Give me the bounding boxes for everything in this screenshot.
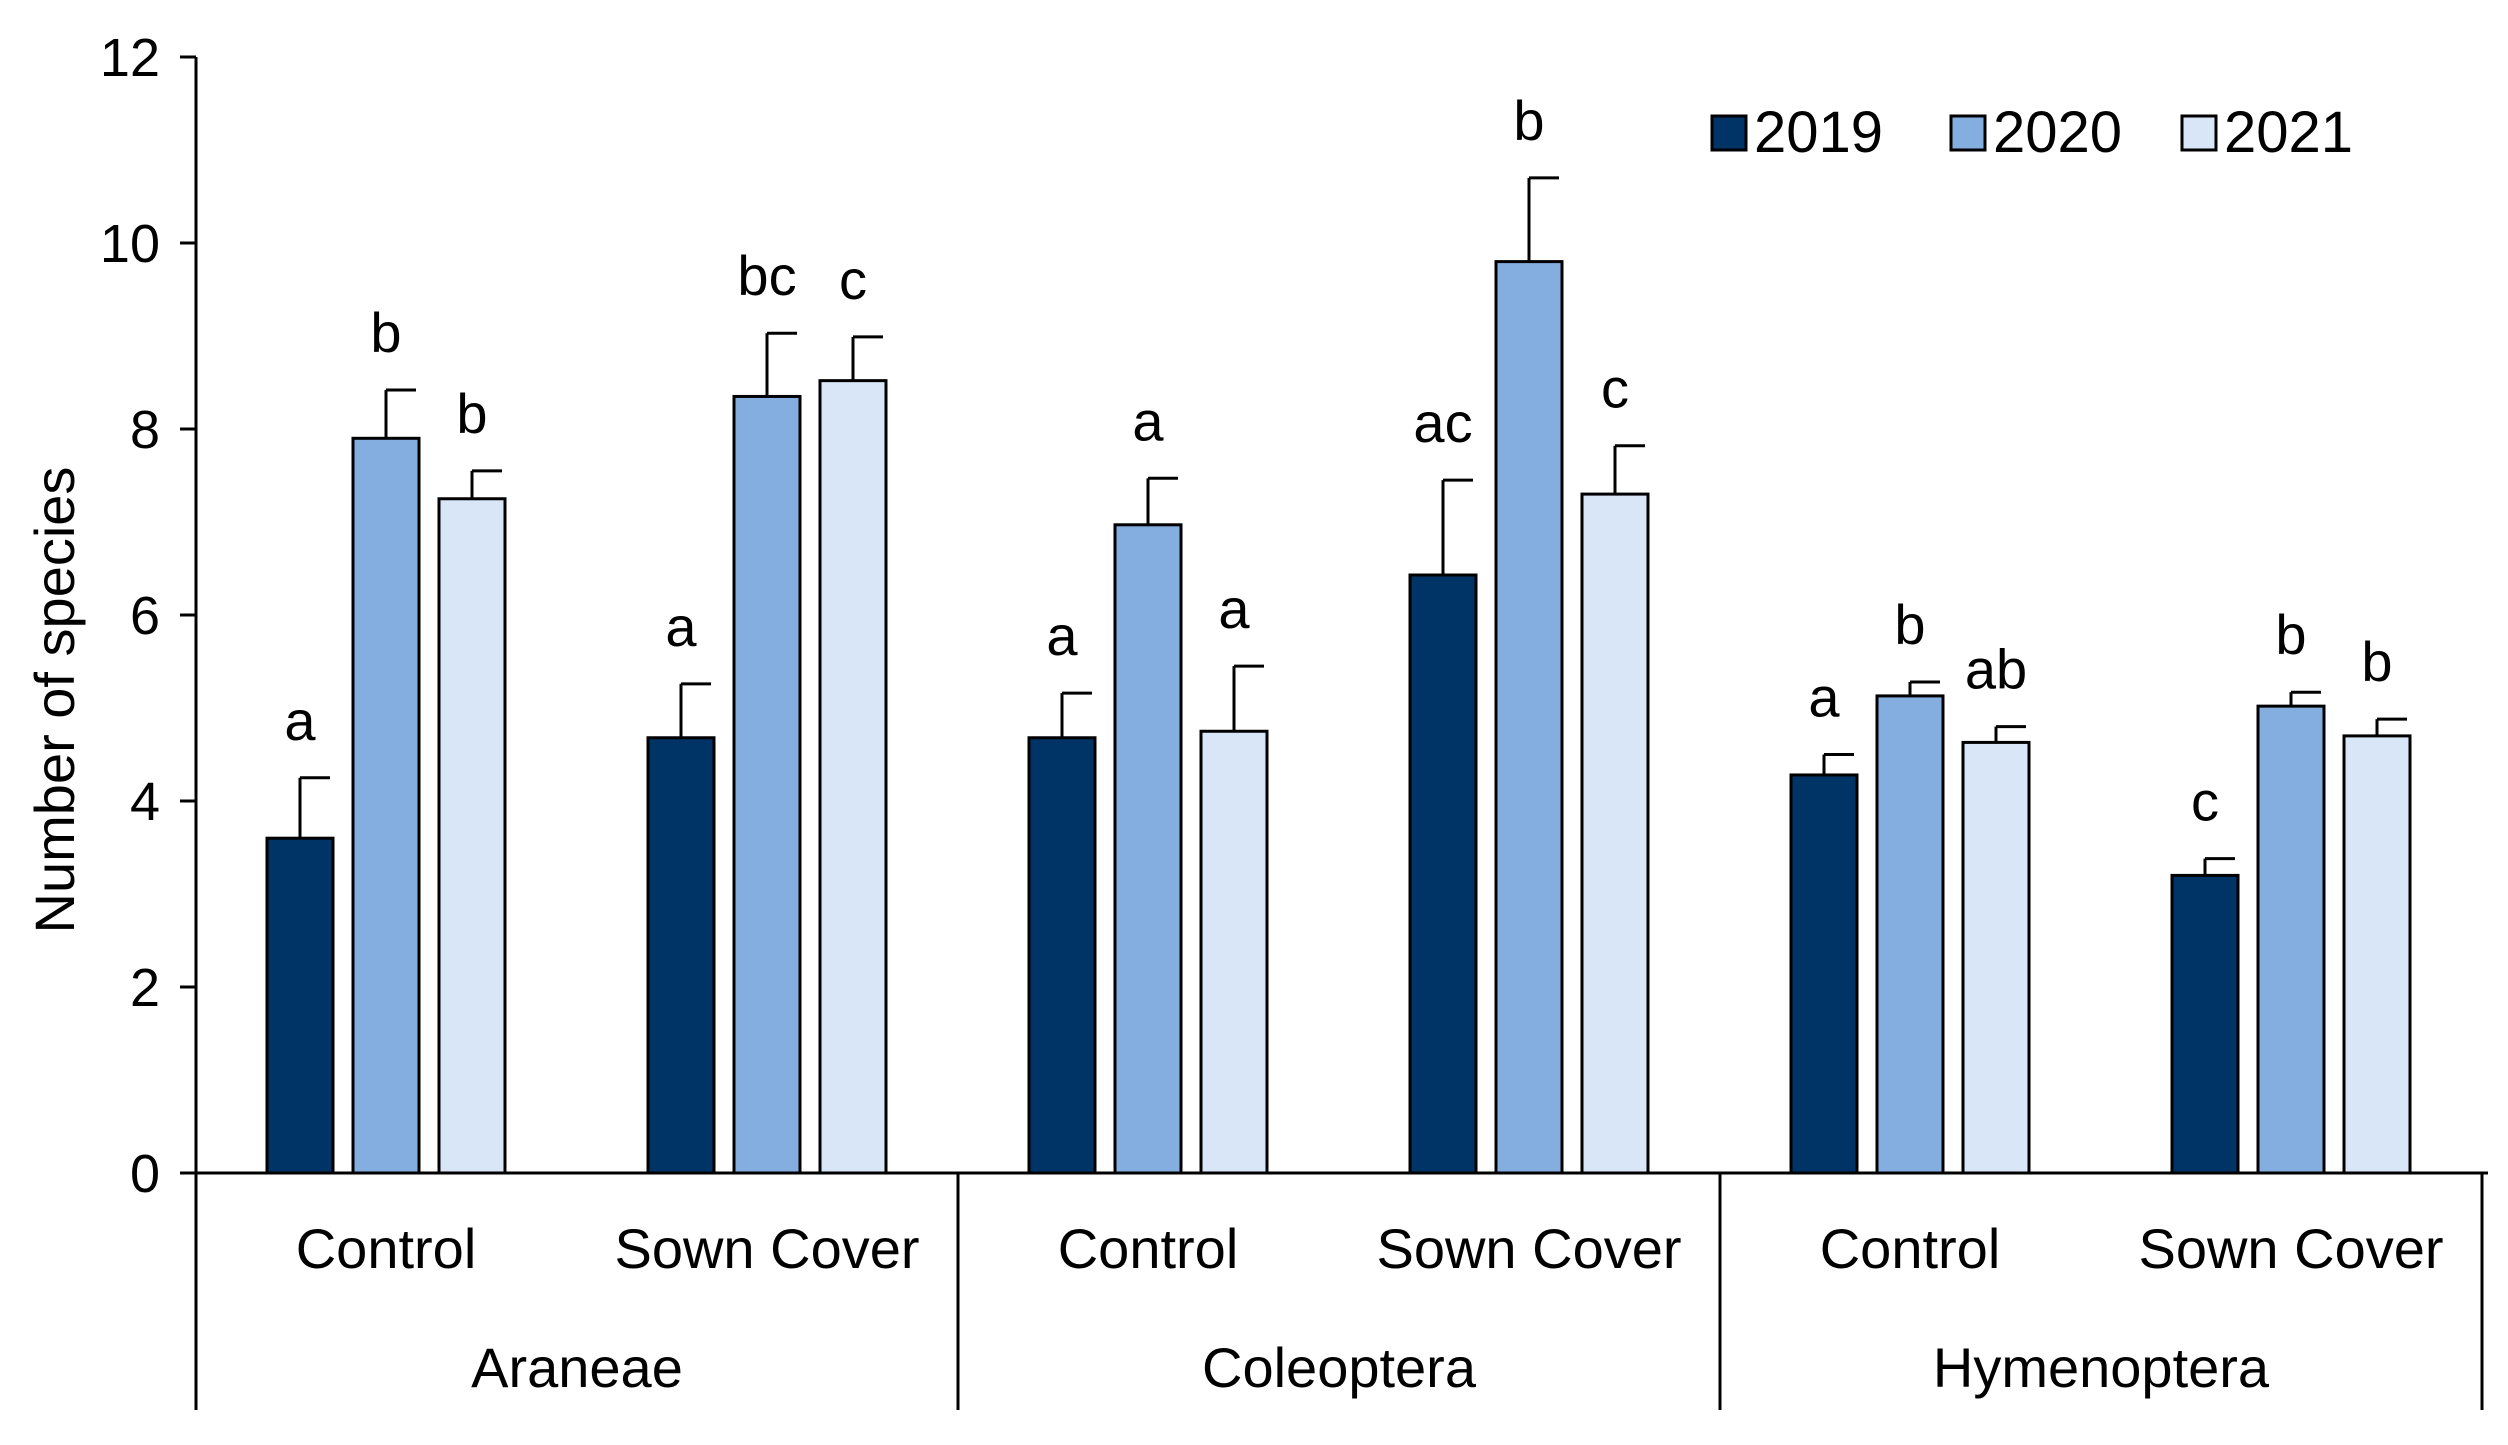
group-label: Araneae — [471, 1336, 683, 1399]
y-axis-label: Number of species — [23, 467, 86, 934]
significance-letter: b — [456, 382, 487, 445]
legend-swatch — [1949, 114, 1987, 152]
bar — [2170, 873, 2240, 1175]
significance-letter: b — [1513, 89, 1544, 152]
bar — [1027, 736, 1097, 1175]
legend-swatch — [1710, 114, 1748, 152]
bar — [818, 379, 888, 1175]
significance-letter: ac — [1413, 391, 1472, 454]
y-tick-label: 10 — [100, 214, 160, 274]
bar — [1408, 573, 1478, 1175]
bar — [1494, 260, 1564, 1175]
bar — [2342, 734, 2412, 1175]
significance-letter: a — [1046, 604, 1078, 667]
treatment-label: Control — [1820, 1217, 2001, 1280]
group-label: Coleoptera — [1202, 1336, 1477, 1399]
treatment-label: Sown Cover — [614, 1217, 919, 1280]
treatment-label: Control — [1058, 1217, 1239, 1280]
bar — [1199, 729, 1269, 1175]
y-tick-label: 4 — [130, 772, 160, 832]
treatment-label: Sown Cover — [2138, 1217, 2443, 1280]
significance-letter: c — [2191, 770, 2219, 833]
legend-label: 2020 — [1993, 100, 2122, 165]
treatment-label: Sown Cover — [1376, 1217, 1681, 1280]
y-tick-label: 12 — [100, 28, 160, 88]
bar — [1580, 492, 1650, 1175]
bar — [1875, 694, 1945, 1175]
y-tick-label: 8 — [130, 400, 160, 460]
treatment-label: Control — [296, 1217, 477, 1280]
group-label: Hymenoptera — [1933, 1336, 2270, 1399]
legend: 2019 2020 2021 — [1710, 100, 2353, 165]
significance-letter: ab — [1965, 638, 2027, 701]
bar — [732, 394, 802, 1175]
significance-letter: b — [2361, 630, 2392, 693]
bar — [1113, 523, 1183, 1175]
significance-letter: b — [1894, 593, 1925, 656]
significance-letter: a — [1808, 666, 1840, 729]
bar — [265, 836, 335, 1175]
significance-letter: a — [1218, 577, 1250, 640]
y-tick-label: 0 — [130, 1144, 160, 1204]
significance-letter: c — [1601, 357, 1629, 420]
legend-label: 2021 — [2224, 100, 2353, 165]
legend-swatch — [2180, 114, 2218, 152]
y-tick-label: 6 — [130, 586, 160, 646]
significance-letter: a — [665, 595, 697, 658]
significance-letter: c — [839, 248, 867, 311]
legend-label: 2019 — [1754, 100, 1883, 165]
bar — [1789, 773, 1859, 1175]
significance-letter: bc — [737, 244, 796, 307]
significance-letter: b — [370, 301, 401, 364]
bar — [351, 436, 421, 1175]
bar — [437, 497, 507, 1175]
bar — [646, 736, 716, 1175]
y-tick-label: 2 — [130, 958, 160, 1018]
bar — [2256, 704, 2326, 1175]
significance-letter: a — [284, 689, 316, 752]
bar — [1961, 740, 2031, 1175]
significance-letter: a — [1132, 389, 1164, 452]
significance-letter: b — [2275, 603, 2306, 666]
